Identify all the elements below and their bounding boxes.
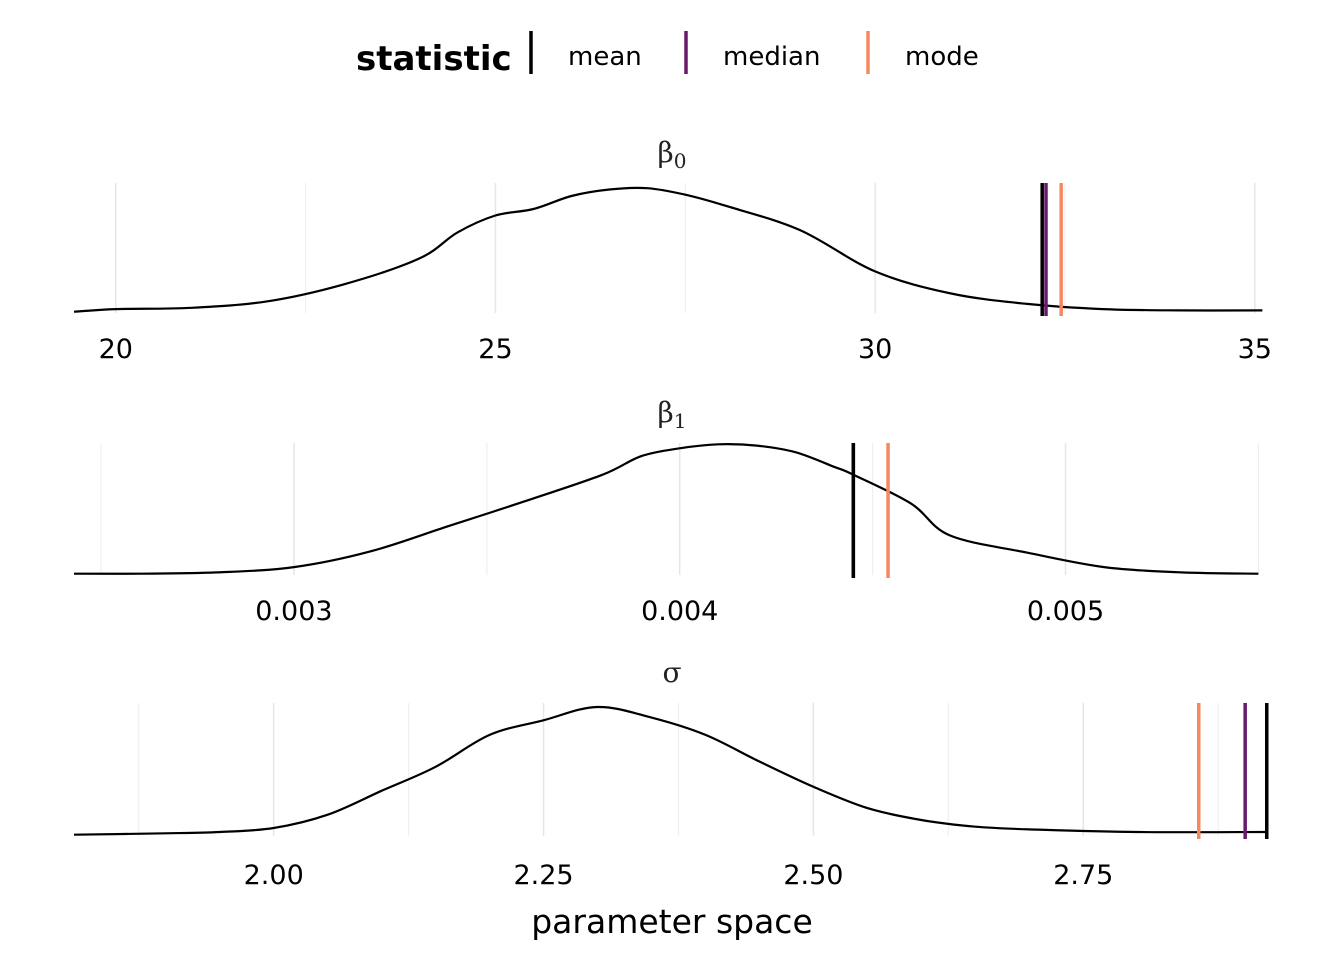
tick-label-beta1-1: 0.004 [641,596,718,627]
legend-label-mean: mean [568,42,642,72]
legend-label-mode: mode [905,42,979,72]
legend: statistic mean median mode [356,31,979,79]
legend-label-median: median [723,42,820,72]
facet-title-beta1-sub: 1 [674,409,687,433]
facet-title-sigma: σ [662,656,681,689]
tick-label-sigma-0: 2.00 [244,860,304,891]
tick-label-beta1-2: 0.005 [1027,596,1104,627]
tick-label-beta0-1: 25 [478,334,512,365]
tick-label-sigma-2: 2.50 [783,860,843,891]
tick-label-beta1-0: 0.003 [255,596,332,627]
legend-title: statistic [356,39,512,79]
facet-title-beta0-sub: 0 [674,149,687,173]
density-curve-beta1 [73,443,1259,575]
density-curve-beta0 [73,186,1263,313]
facet-title-beta0-base: β [658,136,674,169]
tick-label-beta0-2: 30 [858,334,892,365]
panel-beta0: 20 25 30 35 [73,183,1272,365]
x-axis-label: parameter space [531,902,813,941]
density-curve-sigma [73,705,1267,836]
facet-title-beta1: β1 [658,396,687,433]
tick-label-beta0-0: 20 [99,334,133,365]
facet-title-beta1-base: β [658,396,674,429]
panel-sigma: 2.00 2.25 2.50 2.75 [73,703,1269,891]
facet-title-beta0: β0 [658,136,687,173]
tick-label-sigma-1: 2.25 [513,860,573,891]
panel-beta1: 0.003 0.004 0.005 [73,443,1260,627]
tick-label-beta0-3: 35 [1238,334,1272,365]
tick-label-sigma-3: 2.75 [1053,860,1113,891]
